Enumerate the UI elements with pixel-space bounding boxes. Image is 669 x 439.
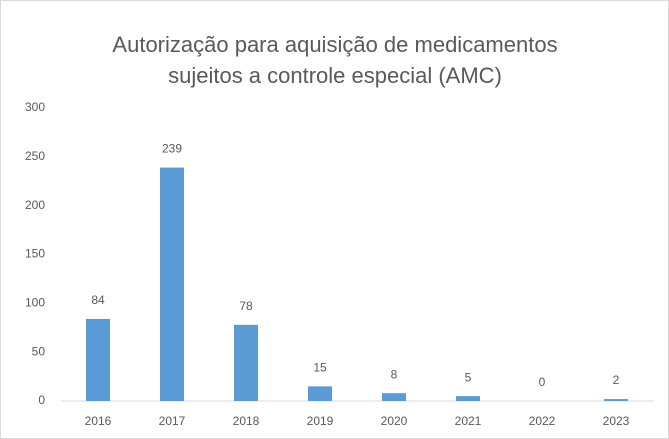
x-tick-label: 2021 [455, 414, 482, 428]
data-label: 78 [239, 299, 253, 313]
x-tick-label: 2016 [85, 414, 112, 428]
y-tick-label: 300 [25, 100, 45, 114]
y-tick-label: 0 [38, 393, 45, 407]
y-tick-label: 50 [32, 344, 46, 358]
data-label: 15 [313, 361, 327, 375]
bar [604, 399, 628, 401]
x-tick-label: 2017 [159, 414, 186, 428]
bar [160, 167, 184, 401]
chart-title: Autorização para aquisição de medicament… [112, 32, 558, 88]
data-label: 84 [91, 293, 105, 307]
bar [234, 324, 258, 401]
bar [308, 386, 332, 401]
data-label: 5 [465, 370, 472, 384]
y-tick-label: 200 [25, 198, 45, 212]
y-tick-label: 100 [25, 296, 45, 310]
bar [382, 393, 406, 401]
x-tick-label: 2022 [529, 414, 556, 428]
bar [86, 318, 110, 401]
x-tick-label: 2020 [381, 414, 408, 428]
data-label: 2 [613, 373, 620, 387]
x-tick-label: 2018 [233, 414, 260, 428]
bar [456, 396, 480, 401]
data-label: 239 [162, 142, 182, 156]
y-tick-label: 250 [25, 149, 45, 163]
data-label: 8 [391, 367, 398, 381]
x-tick-label: 2023 [603, 414, 630, 428]
x-tick-label: 2019 [307, 414, 334, 428]
y-tick-label: 150 [25, 247, 45, 261]
data-label: 0 [539, 375, 546, 389]
